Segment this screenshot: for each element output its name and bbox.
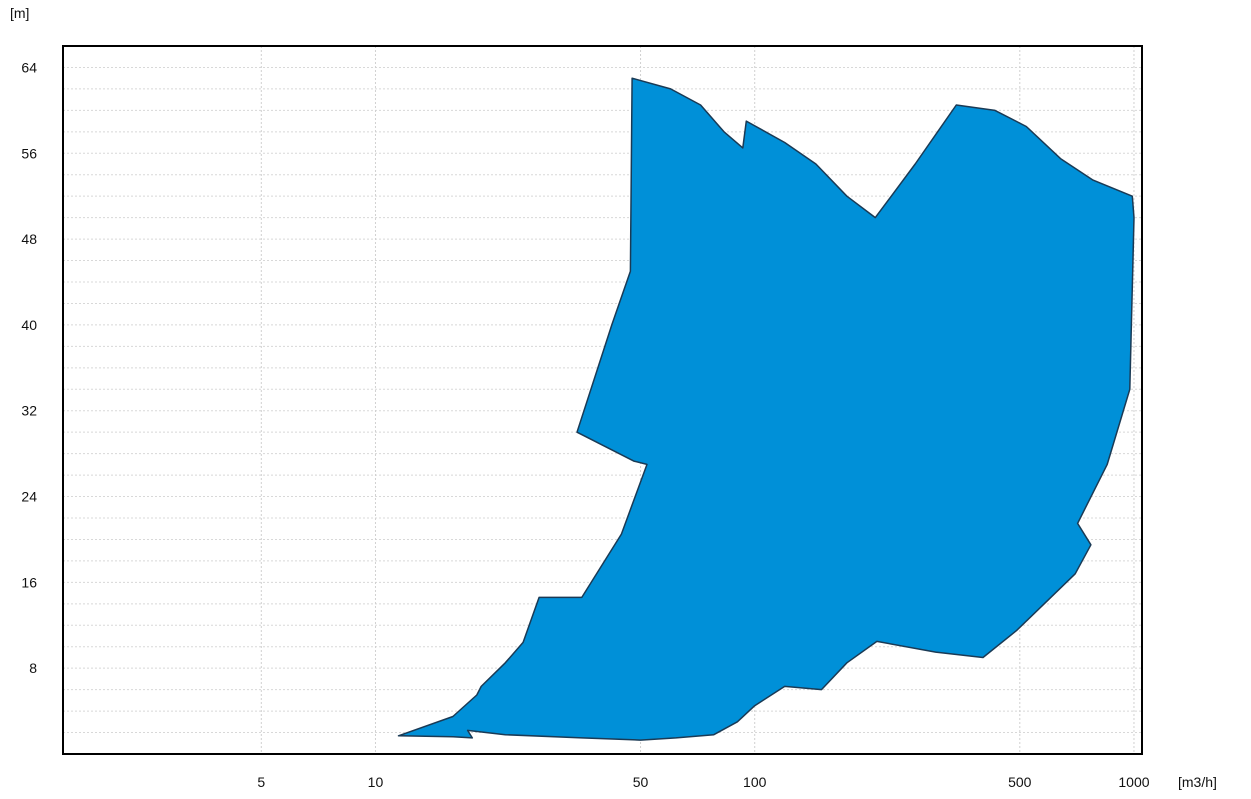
y-tick-label: 48 bbox=[21, 231, 37, 247]
y-axis-label: [m] bbox=[10, 5, 29, 21]
y-tick-label: 16 bbox=[21, 574, 37, 590]
y-tick-labels: 8 16 24 32 40 48 56 64 bbox=[21, 59, 37, 676]
x-tick-label: 100 bbox=[743, 774, 767, 790]
y-tick-label: 8 bbox=[29, 660, 37, 676]
x-tick-label: 1000 bbox=[1118, 774, 1149, 790]
x-axis-label: [m3/h] bbox=[1178, 774, 1217, 790]
x-tick-label: 10 bbox=[368, 774, 384, 790]
y-tick-label: 32 bbox=[21, 403, 37, 419]
y-tick-label: 40 bbox=[21, 317, 37, 333]
plot-frame bbox=[62, 45, 1143, 755]
x-tick-labels: 5 10 50 100 500 1000 bbox=[257, 774, 1149, 790]
y-tick-label: 64 bbox=[21, 59, 37, 75]
operating-envelope-area bbox=[397, 77, 1135, 741]
x-tick-label: 5 bbox=[257, 774, 265, 790]
x-tick-label: 50 bbox=[633, 774, 649, 790]
x-tick-label: 500 bbox=[1008, 774, 1032, 790]
y-tick-label: 24 bbox=[21, 489, 37, 505]
y-tick-label: 56 bbox=[21, 145, 37, 161]
